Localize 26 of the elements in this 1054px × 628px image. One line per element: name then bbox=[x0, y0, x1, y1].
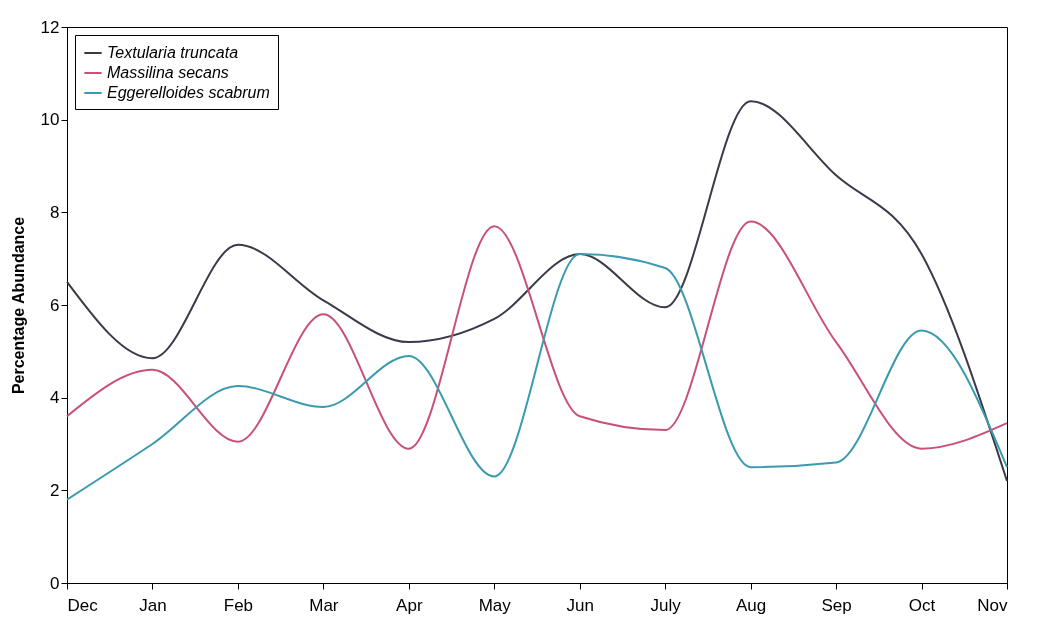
line-series bbox=[66, 220, 1008, 450]
x-tick-label: Mar bbox=[309, 595, 339, 615]
x-tick-label: Apr bbox=[396, 595, 423, 615]
x-tick-label: Dec bbox=[67, 595, 99, 615]
x-tick-label: Feb bbox=[223, 595, 254, 615]
y-axis-title: Percentage Abundance bbox=[9, 216, 27, 395]
x-tick-label: Sep bbox=[821, 595, 852, 615]
y-tick-label: 8 bbox=[50, 202, 60, 222]
legend-label: Massilina secans bbox=[107, 64, 229, 81]
line-series bbox=[66, 253, 1008, 501]
x-tick-label: May bbox=[478, 595, 512, 615]
y-tick-label: 12 bbox=[40, 17, 60, 37]
x-tick-label: Nov bbox=[977, 595, 1008, 615]
x-tick-label: July bbox=[650, 595, 682, 615]
legend-label: Textularia truncata bbox=[107, 44, 239, 61]
x-tick-label: Aug bbox=[736, 595, 767, 615]
line-series bbox=[66, 100, 1008, 483]
y-tick-label: 4 bbox=[50, 388, 60, 408]
x-tick-label: Jan bbox=[139, 595, 167, 615]
y-tick-label: 10 bbox=[40, 110, 60, 130]
y-tick-label: 6 bbox=[50, 295, 60, 315]
x-tick-label: Oct bbox=[908, 595, 936, 615]
legend-label: Eggerelloides scabrum bbox=[107, 84, 270, 101]
y-tick-label: 2 bbox=[50, 480, 60, 500]
y-tick-label: 0 bbox=[50, 573, 60, 593]
x-tick-label: Jun bbox=[566, 595, 594, 615]
